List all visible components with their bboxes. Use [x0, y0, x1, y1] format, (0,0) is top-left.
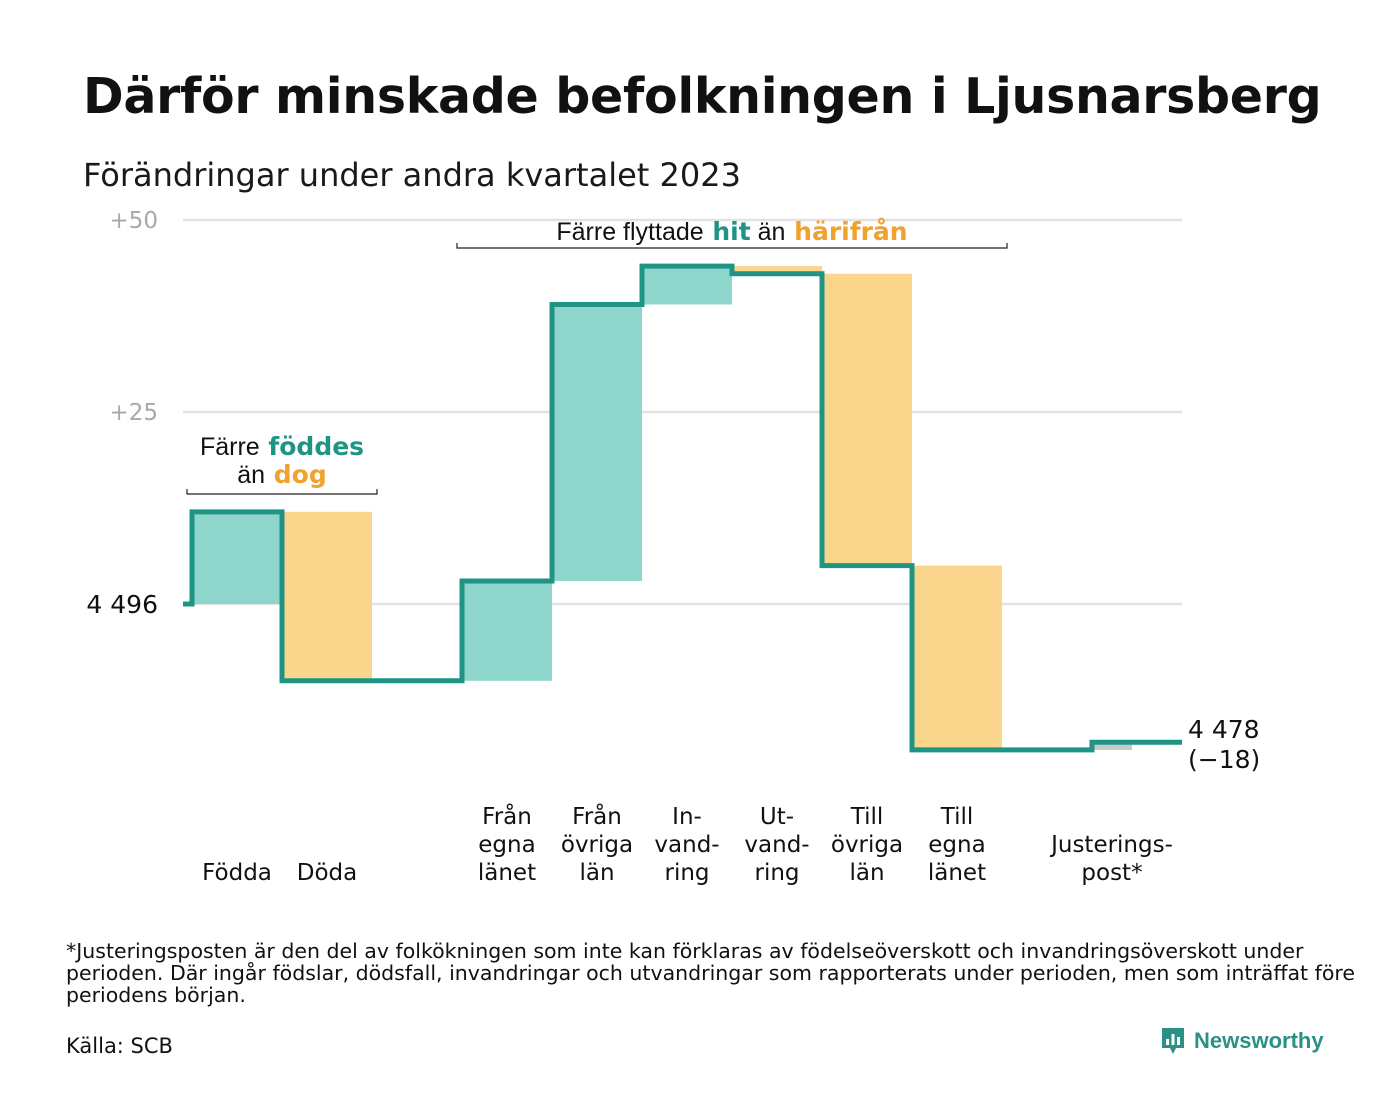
annotation-migration-label: Färre flyttade hit än härifrån [556, 217, 907, 246]
category-label: post* [1081, 860, 1142, 886]
category-label: Från [572, 802, 622, 830]
category-label: vand- [744, 832, 809, 858]
waterfall-bar [552, 304, 642, 581]
category-label: ring [754, 860, 799, 886]
cumulative-line [183, 263, 1182, 753]
waterfall-bar [822, 273, 912, 566]
waterfall-bar [192, 511, 282, 604]
annotation-birth-death-line1: Färre föddes [200, 432, 364, 461]
brand-logo: Newsworthy [1160, 1026, 1324, 1056]
category-label: Döda [297, 860, 357, 886]
waterfall-bar [912, 565, 1002, 750]
category-label: län [579, 860, 614, 886]
category-label: övriga [561, 832, 633, 858]
end-value-label: 4 478 [1188, 715, 1260, 744]
category-label: vand- [654, 832, 719, 858]
category-label: egna [478, 832, 535, 858]
end-change-label: (−18) [1188, 745, 1260, 774]
category-label: övriga [831, 832, 903, 858]
footnote: *Justeringsposten är den del av folkökni… [66, 939, 1355, 1007]
chart-title: Därför minskade befolkningen i Ljusnarsb… [83, 68, 1322, 125]
annotation-migration-bracket [456, 243, 1008, 249]
category-label: Från [482, 802, 532, 830]
category-label: In- [672, 804, 702, 830]
category-label: Ut- [760, 804, 794, 830]
waterfall-bar [462, 580, 552, 681]
category-label: ring [664, 860, 709, 886]
category-label: Till [940, 804, 974, 830]
category-label: Till [850, 804, 884, 830]
annotation-migration-label-part: hit [704, 217, 751, 246]
newsworthy-logo-icon [1162, 1028, 1184, 1054]
annotation-migration-label-part: Färre flyttade [556, 218, 703, 246]
waterfall-bar [732, 266, 822, 274]
waterfall-bar [282, 511, 372, 681]
annotation-birth-death-line2-part: än [237, 461, 265, 489]
category-label: länet [478, 860, 536, 886]
annotation-birth-death-line1-part: föddes [260, 432, 364, 461]
y-tick-label: +50 [109, 208, 158, 234]
category-label: länet [928, 860, 986, 886]
source-label: Källa: SCB [66, 1034, 173, 1058]
annotation-birth-death-line1-part: Färre [200, 433, 260, 461]
y-tick-label: +25 [109, 400, 158, 426]
annotation-birth-death-bracket [186, 489, 378, 495]
waterfall-bar [1092, 742, 1132, 750]
waterfall-bar [642, 266, 732, 305]
chart-subtitle: Förändringar under andra kvartalet 2023 [83, 156, 741, 194]
start-value-label: 4 496 [86, 590, 158, 619]
annotation-migration-label-part: än [751, 218, 786, 246]
category-label: Justerings- [1049, 832, 1173, 858]
category-label: Födda [202, 860, 272, 886]
annotation-migration-label-part: härifrån [785, 217, 907, 246]
annotation-birth-death-line2: än dog [237, 460, 326, 489]
brand-name: Newsworthy [1194, 1028, 1324, 1053]
category-label: egna [928, 832, 985, 858]
category-label: län [849, 860, 884, 886]
annotation-birth-death-line2-part: dog [265, 460, 327, 489]
